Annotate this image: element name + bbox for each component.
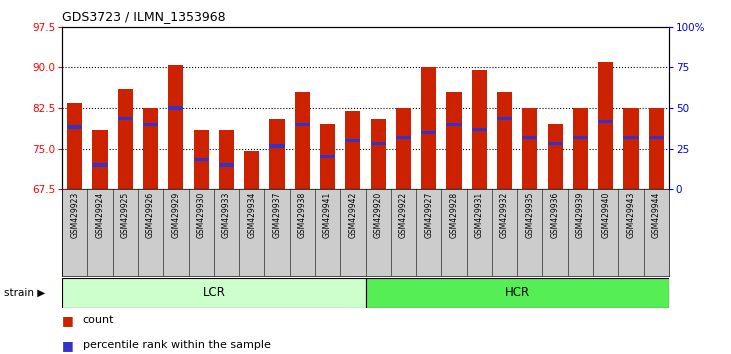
Bar xyxy=(522,136,537,139)
Bar xyxy=(447,92,461,189)
Bar xyxy=(219,163,234,167)
Bar xyxy=(345,111,360,189)
Text: strain ▶: strain ▶ xyxy=(4,288,45,298)
Bar xyxy=(270,144,284,148)
Text: GSM429934: GSM429934 xyxy=(247,192,257,238)
Text: GSM429929: GSM429929 xyxy=(171,192,181,238)
Bar xyxy=(168,64,183,189)
Bar xyxy=(345,139,360,142)
Bar xyxy=(447,122,461,126)
Bar xyxy=(92,130,107,189)
Bar xyxy=(395,108,411,189)
Bar xyxy=(320,155,335,159)
Bar xyxy=(295,92,310,189)
Text: ■: ■ xyxy=(62,314,74,327)
Bar xyxy=(143,122,158,126)
Bar xyxy=(67,125,83,129)
Bar xyxy=(244,152,260,189)
Text: GSM429933: GSM429933 xyxy=(222,192,231,238)
Text: GDS3723 / ILMN_1353968: GDS3723 / ILMN_1353968 xyxy=(62,10,226,23)
Text: GSM429938: GSM429938 xyxy=(298,192,307,238)
Text: percentile rank within the sample: percentile rank within the sample xyxy=(83,340,270,350)
Text: GSM429924: GSM429924 xyxy=(96,192,105,238)
Bar xyxy=(421,67,436,189)
Bar xyxy=(168,106,183,110)
Text: GSM429923: GSM429923 xyxy=(70,192,79,238)
Text: GSM429931: GSM429931 xyxy=(474,192,484,238)
Text: GSM429939: GSM429939 xyxy=(576,192,585,238)
Text: count: count xyxy=(83,315,114,325)
Text: ■: ■ xyxy=(62,339,74,352)
Bar xyxy=(67,103,83,189)
Bar xyxy=(598,62,613,189)
Bar xyxy=(62,278,366,308)
Bar xyxy=(548,124,563,189)
Text: GSM429920: GSM429920 xyxy=(374,192,382,238)
Bar xyxy=(522,108,537,189)
Text: GSM429927: GSM429927 xyxy=(424,192,433,238)
Bar xyxy=(395,136,411,139)
Text: GSM429922: GSM429922 xyxy=(399,192,408,238)
Bar xyxy=(648,136,664,139)
Text: HCR: HCR xyxy=(504,286,530,299)
Bar xyxy=(421,131,436,134)
Bar xyxy=(648,108,664,189)
Bar xyxy=(194,130,209,189)
Text: GSM429932: GSM429932 xyxy=(500,192,509,238)
Text: GSM429940: GSM429940 xyxy=(601,192,610,238)
Text: GSM429942: GSM429942 xyxy=(349,192,357,238)
Bar xyxy=(471,128,487,131)
Text: GSM429926: GSM429926 xyxy=(146,192,155,238)
Bar xyxy=(598,120,613,123)
Bar xyxy=(92,163,107,167)
Bar xyxy=(624,108,638,189)
Bar xyxy=(143,108,158,189)
Bar xyxy=(295,122,310,126)
Bar xyxy=(270,119,284,189)
Bar xyxy=(219,130,234,189)
Bar xyxy=(371,142,386,145)
Text: LCR: LCR xyxy=(202,286,225,299)
Bar xyxy=(497,117,512,120)
Bar xyxy=(371,119,386,189)
Bar xyxy=(624,136,638,139)
Bar xyxy=(366,278,669,308)
Bar xyxy=(573,136,588,139)
Text: GSM429930: GSM429930 xyxy=(197,192,205,238)
Text: GSM429935: GSM429935 xyxy=(526,192,534,238)
Bar xyxy=(118,117,133,120)
Bar xyxy=(320,124,335,189)
Bar xyxy=(573,108,588,189)
Text: GSM429941: GSM429941 xyxy=(323,192,332,238)
Bar xyxy=(471,70,487,189)
Bar xyxy=(497,92,512,189)
Text: GSM429937: GSM429937 xyxy=(273,192,281,238)
Bar xyxy=(548,142,563,145)
Text: GSM429943: GSM429943 xyxy=(626,192,635,238)
Bar xyxy=(244,201,260,205)
Text: GSM429944: GSM429944 xyxy=(652,192,661,238)
Text: GSM429936: GSM429936 xyxy=(550,192,560,238)
Text: GSM429928: GSM429928 xyxy=(450,192,458,238)
Text: GSM429925: GSM429925 xyxy=(121,192,130,238)
Bar xyxy=(194,158,209,161)
Bar xyxy=(118,89,133,189)
